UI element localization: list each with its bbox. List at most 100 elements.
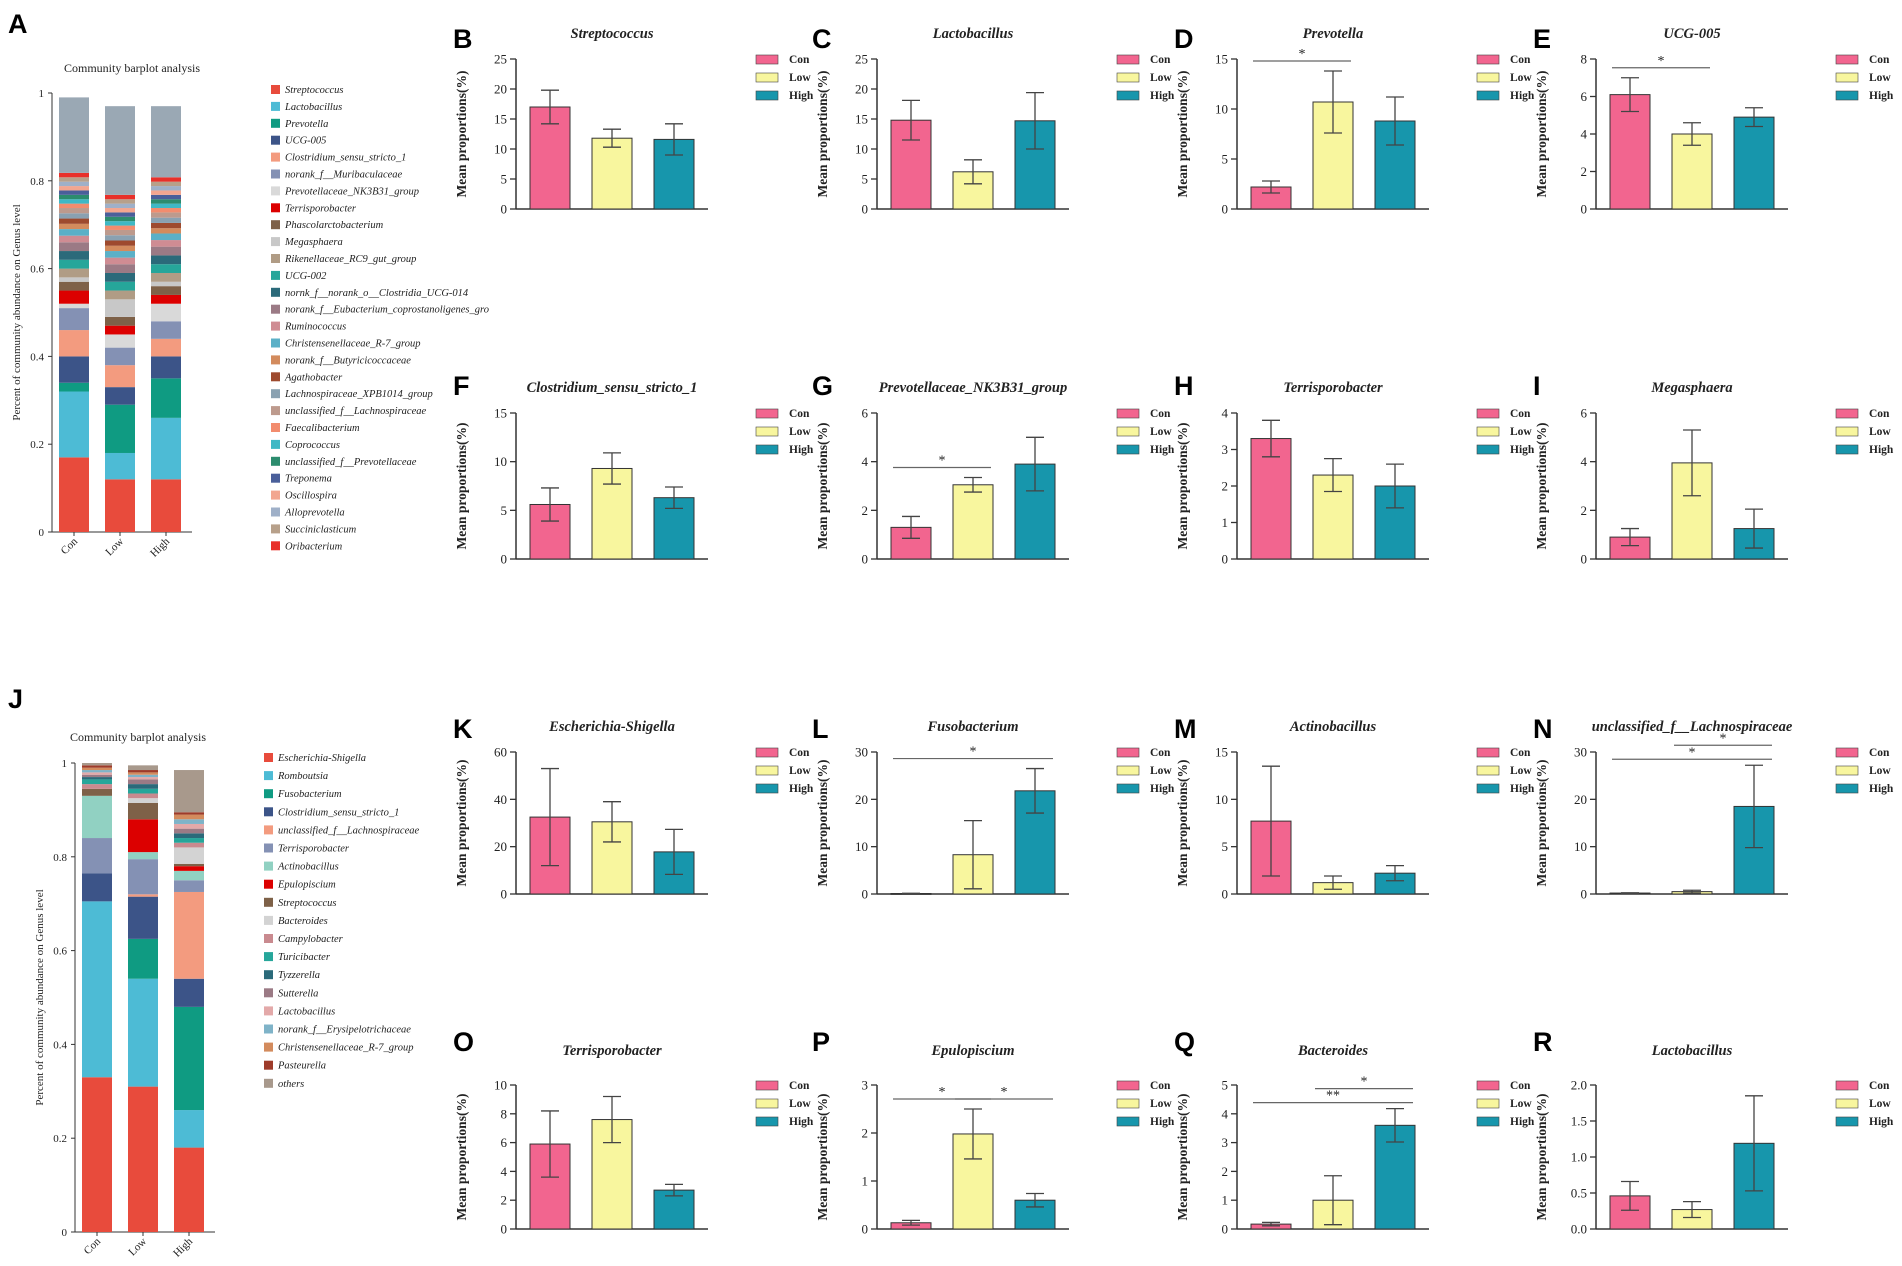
- y-tick-label: 4: [1581, 454, 1588, 469]
- legend-label: Con: [1510, 747, 1531, 759]
- stack-segment: [105, 221, 135, 226]
- legend-label: Low: [1869, 426, 1891, 438]
- y-tick-label: 0: [1581, 887, 1588, 902]
- stack-segment: [59, 199, 89, 204]
- panel-k: K Escherichia-Shigella Mean proportions(%)…: [453, 714, 814, 902]
- stack-segment: [105, 365, 135, 388]
- legend-label: Clostridium_sensu_stricto_1: [278, 807, 399, 818]
- stack-segment: [59, 303, 89, 309]
- stack-segment: [128, 978, 158, 1087]
- chart-title: Terrisporobacter: [1283, 380, 1383, 396]
- y-tick-label: 2.0: [1571, 1078, 1587, 1093]
- stack-segment: [128, 938, 158, 979]
- y-tick-label: 10: [494, 142, 507, 157]
- panel-label: P: [812, 1027, 830, 1057]
- y-tick-label: 8: [1581, 52, 1588, 67]
- panel-m: M Actinobacillus Mean proportions(%) 0 5 10 15…: [1174, 714, 1535, 902]
- legend-label: High: [789, 444, 814, 456]
- stack-segment: [82, 838, 112, 874]
- legend-label: Turicibacter: [278, 952, 331, 963]
- legend-label: Christensenellaceae_R-7_group: [285, 339, 421, 350]
- legend-swatch: [264, 1078, 273, 1088]
- stack-segment: [174, 1147, 204, 1232]
- stack-segment: [105, 208, 135, 213]
- stack-segment: [59, 330, 89, 357]
- legend-swatch-low: [1835, 72, 1859, 83]
- panel-label: K: [453, 714, 473, 744]
- y-axis-label: Mean proportions(%): [1175, 71, 1190, 198]
- stack-segment: [105, 452, 135, 480]
- legend-label: Tyzzerella: [278, 970, 320, 981]
- legend-swatch-con: [1476, 1080, 1500, 1091]
- y-tick-label: 1: [862, 1174, 869, 1189]
- legend-label: Bacteroides: [278, 916, 328, 927]
- stack-segment: [105, 229, 135, 236]
- y-tick-label: 3: [1222, 1135, 1229, 1150]
- y-tick-label: 6: [1581, 89, 1588, 104]
- y-axis-label: Mean proportions(%): [1534, 71, 1549, 198]
- y-tick-label: 6: [501, 1135, 508, 1150]
- y-tick-label: 5: [1222, 152, 1229, 167]
- y-tick-label: 30: [855, 745, 868, 760]
- legend-label: Terrisporobacter: [278, 844, 350, 855]
- chart-title: Escherichia-Shigella: [548, 719, 675, 735]
- panel-label: B: [453, 24, 473, 54]
- stack-segment: [82, 765, 112, 768]
- y-tick-label: 2: [1222, 479, 1229, 494]
- stack-segment: [151, 356, 181, 379]
- legend-label: Con: [1510, 408, 1531, 420]
- y-axis-label: Mean proportions(%): [815, 71, 830, 198]
- x-tick-label: Con: [82, 1235, 104, 1257]
- significance-label: *: [1689, 745, 1696, 760]
- chart-title: UCG-005: [1663, 26, 1720, 42]
- stack-segment: [174, 863, 204, 867]
- stack-segment: [59, 281, 89, 291]
- legend-label: Oscillospira: [285, 491, 337, 502]
- legend-swatch: [271, 237, 280, 247]
- chart-title: Clostridium_sensu_stricto_1: [527, 380, 698, 396]
- significance-label: *: [1001, 1085, 1008, 1100]
- legend-swatch-low: [1476, 426, 1500, 437]
- legend-swatch: [264, 807, 273, 817]
- y-tick-label: 0: [39, 527, 45, 539]
- y-tick-label: 15: [1215, 52, 1228, 67]
- legend-swatch: [264, 1042, 273, 1052]
- panel-p: P Epulopiscium Mean proportions(%) 0 1 2 3 * * Co…: [812, 1027, 1175, 1237]
- y-tick-label: 2: [1581, 164, 1588, 179]
- stack-segment: [174, 880, 204, 892]
- chart-title: Community barplot analysis: [70, 730, 206, 744]
- stack-segment: [59, 356, 89, 383]
- chart-title: unclassified_f__Lachnospiraceae: [1592, 719, 1793, 735]
- stack-segment: [128, 777, 158, 780]
- legend-label: Coprococcus: [285, 440, 340, 451]
- bar-high: [1733, 116, 1775, 210]
- stack-segment: [128, 784, 158, 789]
- legend-swatch-high: [755, 783, 779, 794]
- y-tick-label: 0: [862, 552, 869, 567]
- legend-swatch-high: [1476, 444, 1500, 455]
- stack-segment: [59, 172, 89, 178]
- y-axis-label: Mean proportions(%): [454, 760, 469, 887]
- stack-segment: [105, 245, 135, 252]
- stack-segment: [105, 281, 135, 291]
- legend-swatch-con: [755, 408, 779, 419]
- y-axis-label: Mean proportions(%): [815, 423, 830, 550]
- y-tick-label: 20: [494, 82, 507, 97]
- legend-label: Con: [1510, 1080, 1531, 1092]
- legend-swatch: [271, 490, 280, 500]
- legend-label: norank_f__Butyricicoccaceae: [285, 355, 411, 366]
- legend-swatch-high: [1476, 90, 1500, 101]
- y-tick-label: 25: [855, 52, 868, 67]
- stack-segment: [174, 870, 204, 881]
- y-tick-label: 25: [494, 52, 507, 67]
- stack-segment: [151, 338, 181, 357]
- legend-swatch: [271, 152, 280, 162]
- legend-swatch: [264, 1060, 273, 1070]
- legend-swatch-con: [1835, 54, 1859, 65]
- legend-swatch: [271, 338, 280, 348]
- legend-label: High: [1869, 90, 1894, 102]
- stack-segment: [151, 303, 181, 322]
